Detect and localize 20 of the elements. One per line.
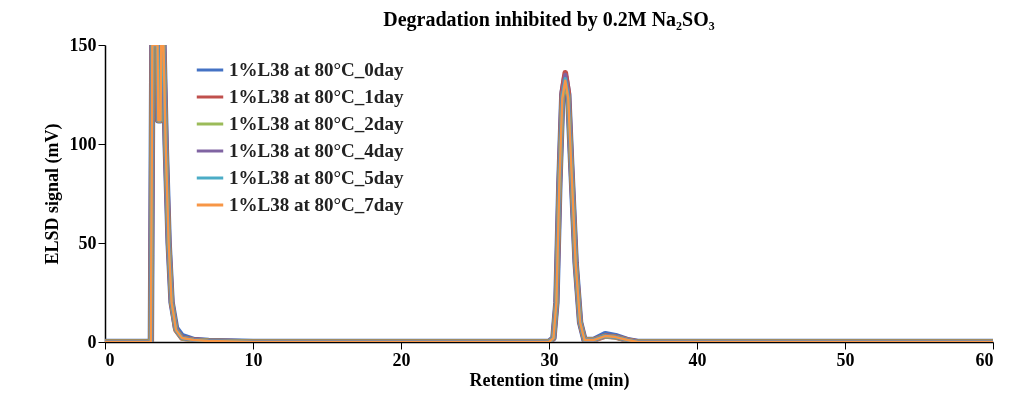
- x-tick-label: 30: [540, 349, 559, 370]
- x-tick-label: 50: [836, 349, 855, 370]
- chart-title: Degradation inhibited by 0.2M Na₂SO₃: [383, 8, 715, 31]
- y-tick-label: 150: [69, 34, 97, 55]
- x-tick-label: 40: [688, 349, 707, 370]
- x-tick-label: 10: [244, 349, 263, 370]
- x-tick-label: 60: [975, 349, 994, 370]
- y-tick-label: 0: [87, 331, 97, 352]
- legend-label: 1%L38 at 80°C_4day: [229, 140, 404, 161]
- legend-label: 1%L38 at 80°C_2day: [229, 113, 404, 134]
- y-tick-label: 50: [78, 232, 97, 253]
- x-tick-label: 0: [105, 349, 115, 370]
- x-axis-title: Retention time (min): [469, 369, 630, 391]
- legend-label: 1%L38 at 80°C_5day: [229, 167, 404, 188]
- legend-label: 1%L38 at 80°C_7day: [229, 194, 404, 215]
- legend-label: 1%L38 at 80°C_0day: [229, 59, 404, 80]
- y-axis-title: ELSD signal (mV): [41, 123, 63, 265]
- y-tick-label: 100: [69, 133, 97, 154]
- legend-label: 1%L38 at 80°C_1day: [229, 86, 404, 107]
- x-tick-label: 20: [392, 349, 411, 370]
